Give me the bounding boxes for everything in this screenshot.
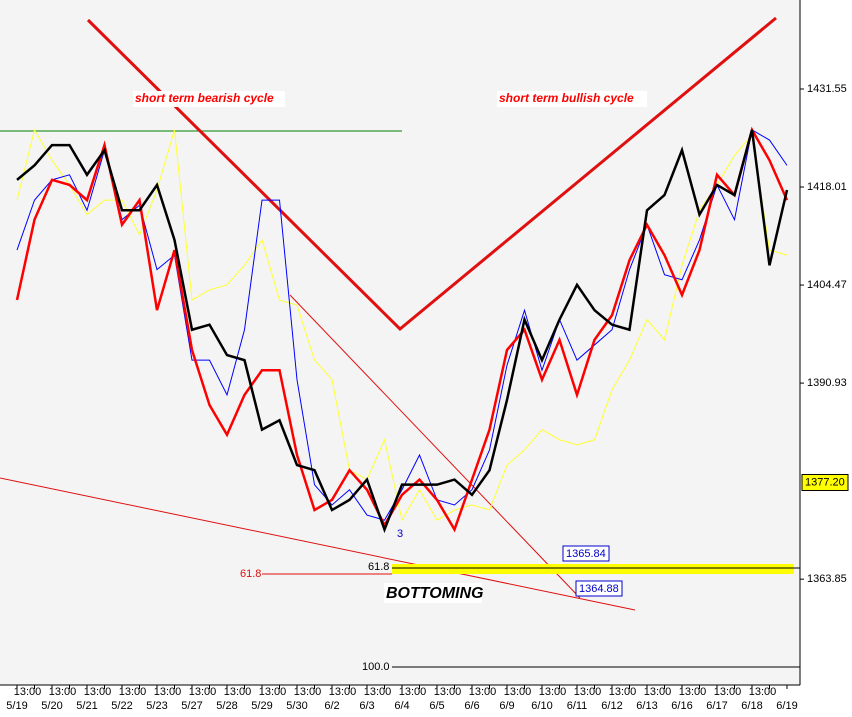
y-tick-label: 1418.01 [807, 181, 847, 193]
x-tick-label: 13:00 [434, 686, 462, 698]
label-bg [133, 91, 285, 107]
x-tick-label: 13:00 [119, 686, 147, 698]
x-tick-label: 6/10 [531, 700, 552, 712]
y-tick-label: 1390.93 [807, 377, 847, 389]
last-price-label: 1377.20 [805, 476, 845, 488]
y-tick-label: 1431.55 [807, 83, 847, 95]
x-tick-label: 13:00 [294, 686, 322, 698]
series-line [15, 126, 789, 533]
x-tick-label: 5/29 [251, 700, 272, 712]
x-tick-label: 5/27 [181, 700, 202, 712]
x-tick-label: 13:00 [574, 686, 602, 698]
fib-label: 61.8 [368, 561, 389, 573]
x-tick-label: 13:00 [14, 686, 42, 698]
x-tick-label: 5/20 [41, 700, 62, 712]
x-tick-label: 5/21 [76, 700, 97, 712]
x-tick-label: 6/12 [601, 700, 622, 712]
x-tick-label: 13:00 [224, 686, 252, 698]
x-tick-label: 6/2 [324, 700, 339, 712]
wave-label: 3 [397, 528, 403, 540]
series-line [16, 129, 789, 534]
x-tick-label: 6/16 [671, 700, 692, 712]
x-tick-label: 6/3 [359, 700, 374, 712]
x-tick-label: 6/4 [394, 700, 409, 712]
x-tick-label: 13:00 [714, 686, 742, 698]
plot-area [0, 0, 800, 685]
fib-band [392, 564, 794, 574]
x-tick-label: 6/18 [741, 700, 762, 712]
x-tick-label: 13:00 [749, 686, 777, 698]
x-tick-label: 13:00 [364, 686, 392, 698]
label-bg [384, 583, 482, 603]
x-tick-label: 5/23 [146, 700, 167, 712]
x-tick-label: 5/19 [6, 700, 27, 712]
x-tick-label: 6/13 [636, 700, 657, 712]
level-label: 1364.88 [579, 583, 619, 595]
label-box [575, 580, 623, 597]
x-tick-label: 6/9 [499, 700, 514, 712]
x-tick-label: 6/11 [567, 700, 588, 712]
annotation: short term bullish cycle [499, 91, 634, 105]
y-tick-label: 1404.47 [807, 279, 847, 291]
annotation: BOTTOMING [386, 585, 483, 602]
fib-label: 61.8 [240, 568, 261, 580]
x-tick-label: 5/22 [111, 700, 132, 712]
x-tick-label: 13:00 [679, 686, 707, 698]
x-tick-label: 6/17 [706, 700, 727, 712]
series-line [16, 129, 788, 521]
fib-label: 100.0 [362, 661, 390, 673]
label-bg [497, 91, 647, 107]
price-box [801, 474, 849, 492]
x-tick-label: 13:00 [609, 686, 637, 698]
x-tick-label: 13:00 [189, 686, 217, 698]
x-tick-label: 13:00 [84, 686, 112, 698]
x-tick-label: 13:00 [259, 686, 287, 698]
annotation: short term bearish cycle [135, 91, 274, 105]
x-tick-label: 13:00 [329, 686, 357, 698]
x-tick-label: 13:00 [539, 686, 567, 698]
x-tick-label: 5/30 [286, 700, 307, 712]
x-tick-label: 13:00 [469, 686, 497, 698]
x-tick-label: 13:00 [644, 686, 672, 698]
x-tick-label: 13:00 [154, 686, 182, 698]
x-tick-label: 6/5 [429, 700, 444, 712]
series-line [16, 128, 788, 522]
x-tick-label: 6/6 [464, 700, 479, 712]
y-tick-label: 1363.85 [807, 573, 847, 585]
x-tick-label: 13:00 [399, 686, 427, 698]
x-tick-label: 6/19 [776, 700, 797, 712]
label-box [562, 545, 610, 562]
x-tick-label: 13:00 [49, 686, 77, 698]
trend-line [289, 294, 581, 599]
x-tick-label: 5/28 [216, 700, 237, 712]
x-tick-label: 13:00 [504, 686, 532, 698]
trend-line [0, 477, 636, 611]
level-label: 1365.84 [566, 548, 606, 560]
cycle-line [86, 16, 777, 332]
